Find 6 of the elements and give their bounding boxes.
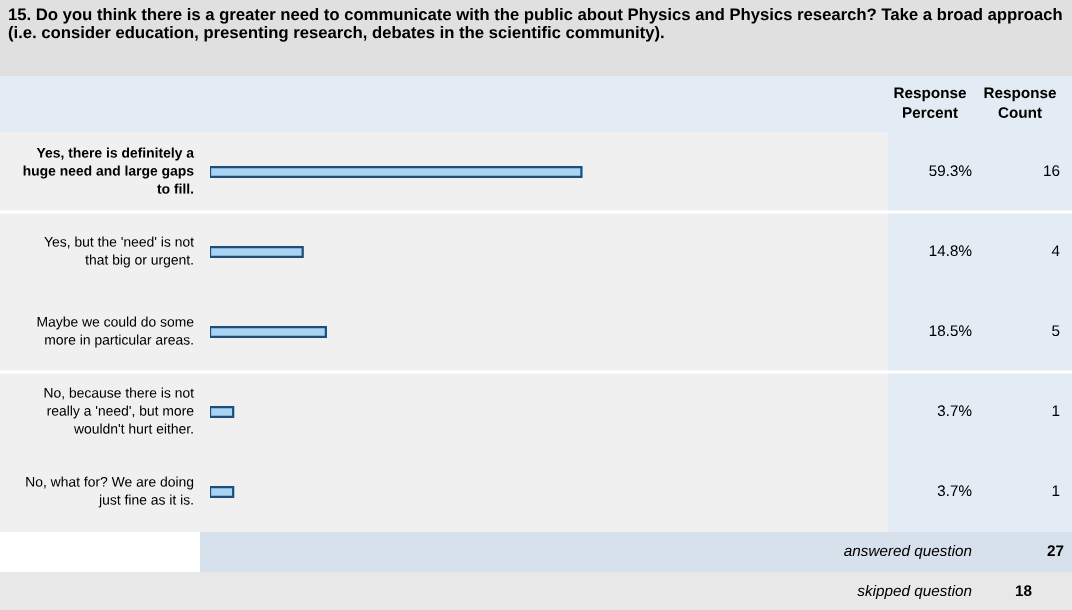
bar [210, 166, 583, 178]
bar [210, 246, 304, 258]
bar [210, 406, 235, 418]
bar [210, 486, 235, 498]
bar [210, 326, 327, 338]
chart-title: 15. Do you think there is a greater need to communicate with the public about Physics and Physics research? Take a broad approach (i.e. consider education, presenting research, debates in the scientific community). [8, 8, 1062, 42]
